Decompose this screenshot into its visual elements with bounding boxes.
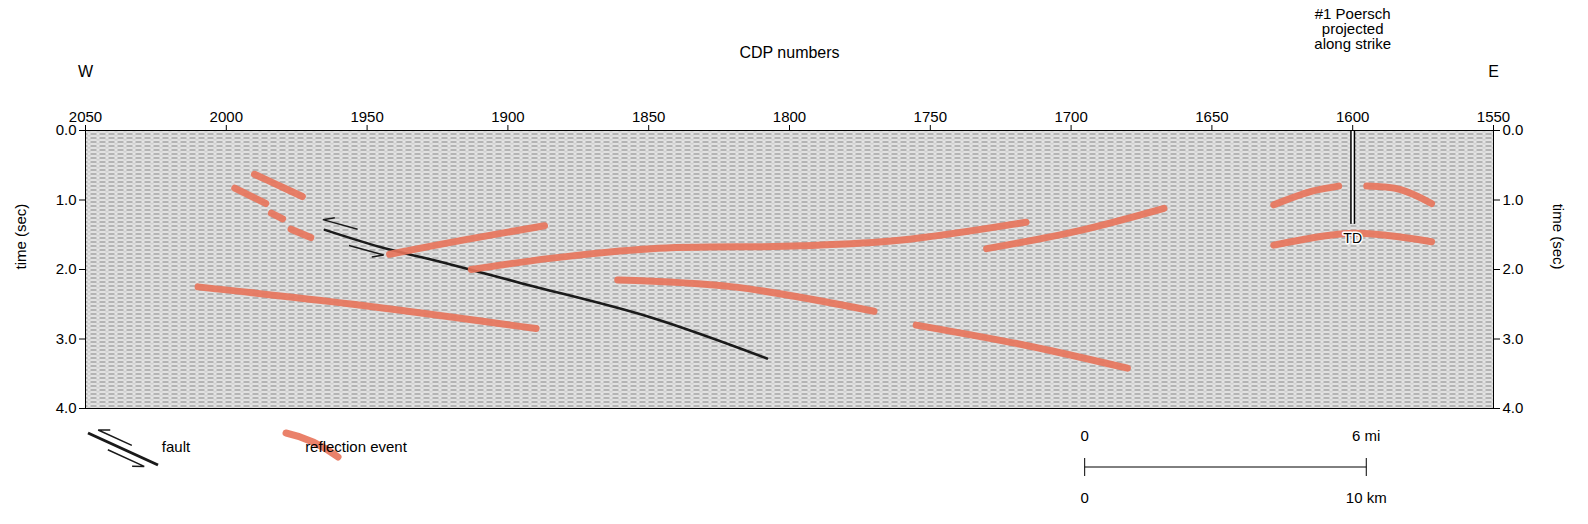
svg-text:2000: 2000 — [210, 108, 243, 125]
svg-text:1800: 1800 — [773, 108, 806, 125]
svg-text:4.0: 4.0 — [1503, 399, 1524, 416]
svg-text:1650: 1650 — [1195, 108, 1228, 125]
svg-text:0.0: 0.0 — [1503, 121, 1524, 138]
svg-text:1850: 1850 — [632, 108, 665, 125]
svg-text:1750: 1750 — [914, 108, 947, 125]
svg-text:fault: fault — [162, 438, 191, 455]
svg-text:10 km: 10 km — [1346, 489, 1387, 506]
svg-text:CDP numbers: CDP numbers — [739, 44, 839, 61]
svg-text:3.0: 3.0 — [56, 330, 77, 347]
svg-text:1550: 1550 — [1476, 107, 1511, 125]
svg-text:1.0: 1.0 — [1503, 191, 1524, 208]
svg-text:3.0: 3.0 — [1503, 330, 1524, 347]
svg-text:0.0: 0.0 — [56, 121, 77, 138]
svg-text:0: 0 — [1081, 427, 1089, 444]
svg-text:TD: TD — [1343, 230, 1362, 246]
svg-text:1600: 1600 — [1336, 108, 1369, 125]
svg-text:4.0: 4.0 — [56, 399, 77, 416]
svg-text:0: 0 — [1081, 489, 1089, 506]
svg-text:#1 Poerschprojectedalong strik: #1 Poerschprojectedalong strike — [1314, 5, 1391, 52]
svg-text:1900: 1900 — [491, 108, 524, 125]
svg-text:W: W — [78, 63, 94, 80]
svg-text:2050: 2050 — [68, 107, 103, 125]
svg-text:time (sec): time (sec) — [12, 204, 29, 270]
svg-text:1.0: 1.0 — [56, 191, 77, 208]
svg-text:1700: 1700 — [1054, 108, 1087, 125]
svg-text:6 mi: 6 mi — [1352, 427, 1380, 444]
svg-text:reflection event: reflection event — [305, 438, 408, 455]
svg-text:2.0: 2.0 — [1503, 260, 1524, 277]
svg-text:E: E — [1488, 63, 1499, 80]
svg-text:1950: 1950 — [350, 108, 383, 125]
svg-text:time (sec): time (sec) — [1550, 204, 1567, 270]
svg-text:2.0: 2.0 — [56, 260, 77, 277]
